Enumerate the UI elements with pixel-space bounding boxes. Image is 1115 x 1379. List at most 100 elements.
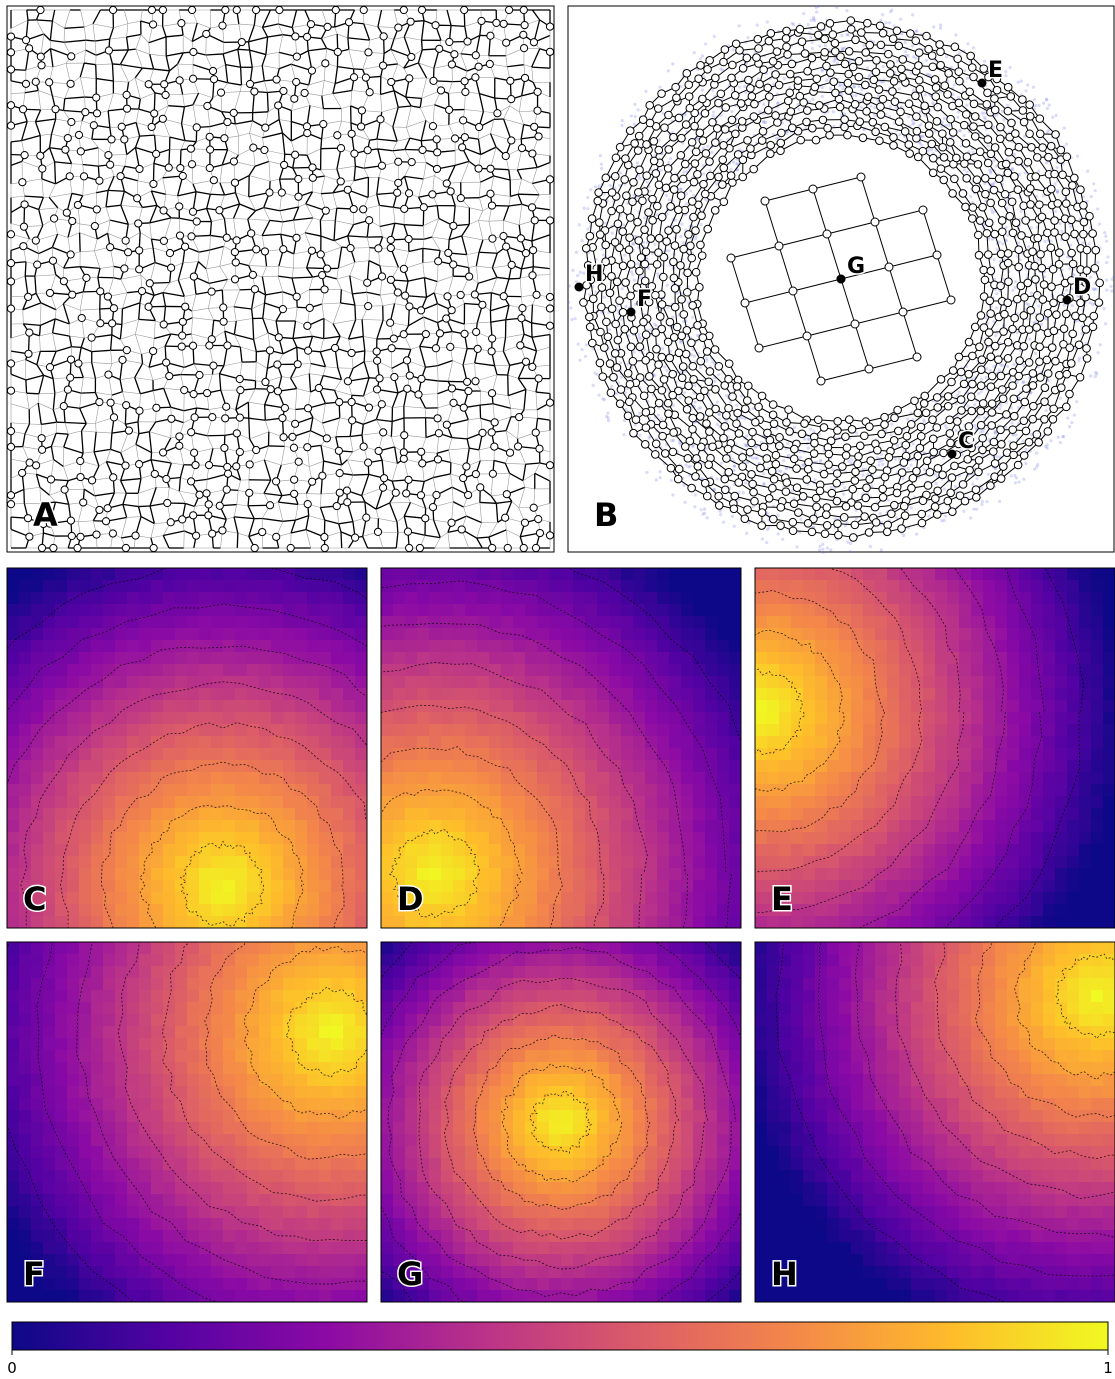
node [175,231,185,240]
edge [95,392,113,396]
node [66,250,75,259]
node [278,413,287,423]
node [229,108,238,117]
edge [39,486,51,496]
node [245,79,255,89]
node [302,122,312,131]
node [188,207,198,216]
edge [57,233,69,238]
node [181,302,190,311]
node [122,90,131,99]
node [204,511,213,520]
edge [92,9,101,25]
edge [180,123,186,141]
edge [96,431,112,434]
node [36,5,45,15]
node [79,498,88,507]
node [279,433,288,442]
node [205,163,214,173]
node [209,361,218,370]
edge [320,138,323,149]
edge [85,39,96,42]
node [6,48,16,57]
node [90,221,99,231]
edge [110,350,113,364]
node [335,488,344,497]
node [124,426,133,435]
edge [41,421,57,426]
node [66,79,75,88]
node [293,360,302,369]
edge [148,42,151,55]
edge [38,207,58,210]
edge [69,335,85,339]
node [247,229,256,238]
edge [107,93,114,111]
node [177,19,186,28]
edge [180,106,186,124]
edge [38,402,54,410]
edge [177,279,185,297]
edge [134,377,142,394]
edge [134,135,141,148]
edge [48,133,53,148]
node [307,246,316,255]
node [336,144,346,153]
edge [64,26,85,29]
node [347,129,356,138]
edge [29,402,39,410]
edge [93,451,100,467]
edge [49,48,54,68]
node [150,109,159,118]
edge [191,22,198,42]
edge [71,192,83,197]
edge [182,94,185,107]
edge [48,147,56,163]
node [60,485,69,494]
node [279,245,288,254]
node [261,377,270,387]
node [49,214,59,223]
edge [105,204,121,208]
edge [105,206,111,221]
edge [353,68,363,71]
node [6,230,16,239]
edge [150,239,154,249]
edge [179,491,186,504]
node [131,531,140,540]
node [18,178,27,187]
edge [79,407,87,424]
node [372,385,382,394]
node [107,135,116,144]
edge [153,291,164,296]
node [103,504,112,513]
edge [38,246,53,255]
edge [55,346,72,352]
edge [137,478,142,494]
edge [64,422,69,435]
edge [106,449,111,462]
node [24,292,33,302]
node [364,403,374,412]
edge [206,266,220,270]
node [303,321,312,330]
edge [138,302,141,320]
edge [111,391,123,396]
edge [81,430,97,433]
edge [205,249,211,270]
edge [36,351,41,365]
node [202,489,211,498]
node [6,304,16,313]
edge [162,177,167,195]
edge [119,379,124,392]
node [373,527,383,536]
node [45,78,54,87]
node [187,232,196,241]
edge [52,332,57,352]
edge [80,9,85,28]
edge [163,530,185,537]
node [230,178,240,187]
edge [165,194,178,197]
node [117,122,126,131]
